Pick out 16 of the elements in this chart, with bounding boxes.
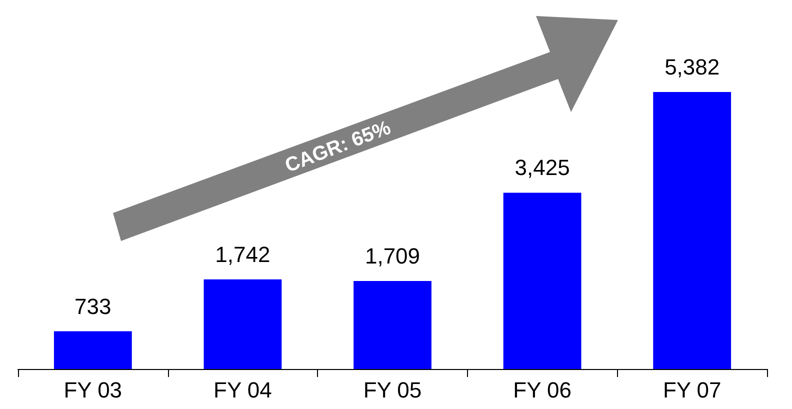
data-label: 5,382: [664, 54, 720, 80]
x-tick-label: FY 07: [662, 378, 722, 402]
data-label: 1,709: [364, 244, 420, 269]
bar: [354, 281, 432, 369]
x-tick-label: FY 05: [363, 378, 422, 402]
bar: [653, 92, 732, 369]
data-label: 3,425: [514, 155, 570, 180]
bar: [54, 331, 132, 369]
bar: [503, 192, 582, 369]
data-label: 1,742: [215, 242, 270, 267]
bar: [204, 279, 282, 369]
x-tick-label: FY 03: [64, 378, 122, 402]
data-label: 733: [74, 294, 112, 319]
x-tick-label: FY 04: [214, 378, 272, 402]
annotation: CAGR: 65%: [282, 116, 394, 178]
x-tick-label: FY 06: [513, 378, 572, 402]
